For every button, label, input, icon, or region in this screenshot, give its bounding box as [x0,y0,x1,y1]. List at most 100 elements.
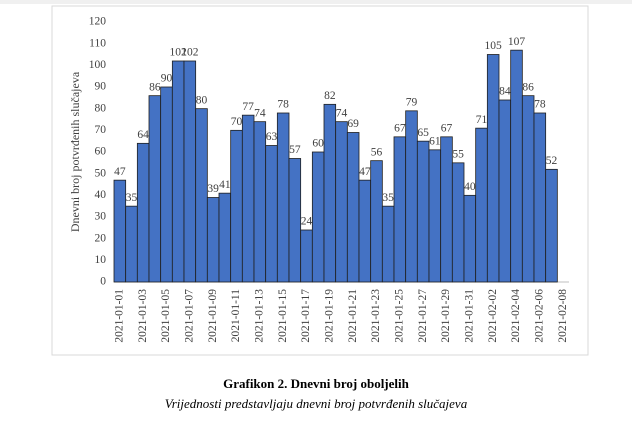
x-tick-label: 2021-01-03 [137,289,149,343]
data-label: 102 [170,47,188,59]
bar [381,205,395,283]
bar [416,140,430,283]
data-label: 84 [499,86,511,98]
bar [288,158,302,283]
bar [346,132,360,283]
y-tick-label: 50 [95,167,107,179]
data-label: 67 [441,122,453,134]
data-label: 39 [207,183,219,195]
data-label: 57 [289,144,301,156]
bar [335,121,348,283]
bar [463,194,477,283]
data-label: 67 [394,122,406,134]
bar [113,179,127,283]
bar [521,95,535,283]
bar [475,127,488,283]
y-tick-label: 120 [89,16,107,28]
x-tick-label: 2021-01-01 [113,289,125,343]
data-label: 64 [137,129,149,141]
data-label: 78 [277,99,289,111]
y-tick-label: 70 [95,124,107,136]
data-label: 65 [417,127,429,139]
bar [148,95,162,283]
bar [218,192,232,283]
bar [265,145,278,283]
bar [241,114,255,283]
x-tick-label: 2021-01-13 [253,289,265,343]
x-tick-label: 2021-01-25 [393,289,405,343]
data-label: 69 [347,118,359,130]
bar [136,142,150,283]
y-axis-label: Dnevni broj potvrđenih slučajeva [68,71,82,232]
bar [276,112,290,283]
data-label: 52 [546,155,558,167]
y-tick-label: 90 [95,81,107,93]
data-label: 55 [452,148,464,160]
data-label: 102 [181,47,199,59]
bar [486,54,500,283]
x-tick-label: 2021-01-27 [417,289,429,343]
x-tick-label: 2021-02-08 [557,289,569,343]
bar [195,108,208,283]
chart-title: Grafikon 2. Dnevni broj oboljelih [223,376,410,391]
y-tick-label: 20 [95,232,107,244]
data-label: 71 [476,114,488,126]
bar [451,162,465,283]
bar [323,103,337,283]
y-tick-label: 80 [95,102,107,114]
bar [183,60,197,283]
x-tick-label: 2021-01-21 [347,289,359,343]
bar [300,229,313,283]
data-label: 107 [508,36,526,48]
bar [171,60,185,283]
y-tick-label: 10 [95,254,107,266]
bar [253,121,267,283]
data-label: 105 [485,40,503,52]
y-tick-label: 60 [95,146,107,158]
data-label: 40 [464,181,476,193]
bar [510,49,523,283]
bar [545,168,558,283]
data-label: 70 [231,116,243,128]
bar [160,86,173,283]
x-tick-label: 2021-01-23 [370,289,382,343]
data-label: 74 [336,107,348,119]
bar [405,110,418,283]
x-tick-label: 2021-01-05 [160,289,172,343]
y-tick-label: 110 [89,37,106,49]
x-tick-label: 2021-01-15 [277,289,289,343]
data-label: 77 [242,101,254,113]
x-tick-label: 2021-01-19 [323,289,335,343]
x-tick-label: 2021-01-29 [440,289,452,343]
data-label: 90 [161,73,173,85]
bar [230,129,243,283]
bar [393,136,407,283]
data-label: 80 [196,94,208,106]
data-label: 60 [312,138,324,150]
data-label: 47 [114,166,126,178]
x-tick-label: 2021-01-31 [463,289,475,343]
data-label: 56 [371,146,383,158]
bar [358,179,372,283]
bar [370,160,383,283]
data-label: 24 [301,216,313,228]
bar [533,112,547,283]
data-label: 41 [219,179,231,191]
x-tick-label: 2021-02-04 [510,289,522,343]
data-label: 78 [534,99,546,111]
top-bar [0,0,632,4]
data-label: 63 [266,131,278,143]
data-label: 82 [324,90,336,102]
data-label: 86 [522,81,534,93]
data-label: 74 [254,107,266,119]
x-tick-label: 2021-01-11 [230,289,242,342]
bar [125,205,138,283]
x-tick-label: 2021-02-02 [487,289,499,343]
bar [498,99,512,283]
data-label: 86 [149,81,161,93]
y-tick-label: 40 [95,189,107,201]
bar [440,136,453,283]
data-label: 61 [429,135,441,147]
x-tick-label: 2021-02-06 [533,289,545,343]
